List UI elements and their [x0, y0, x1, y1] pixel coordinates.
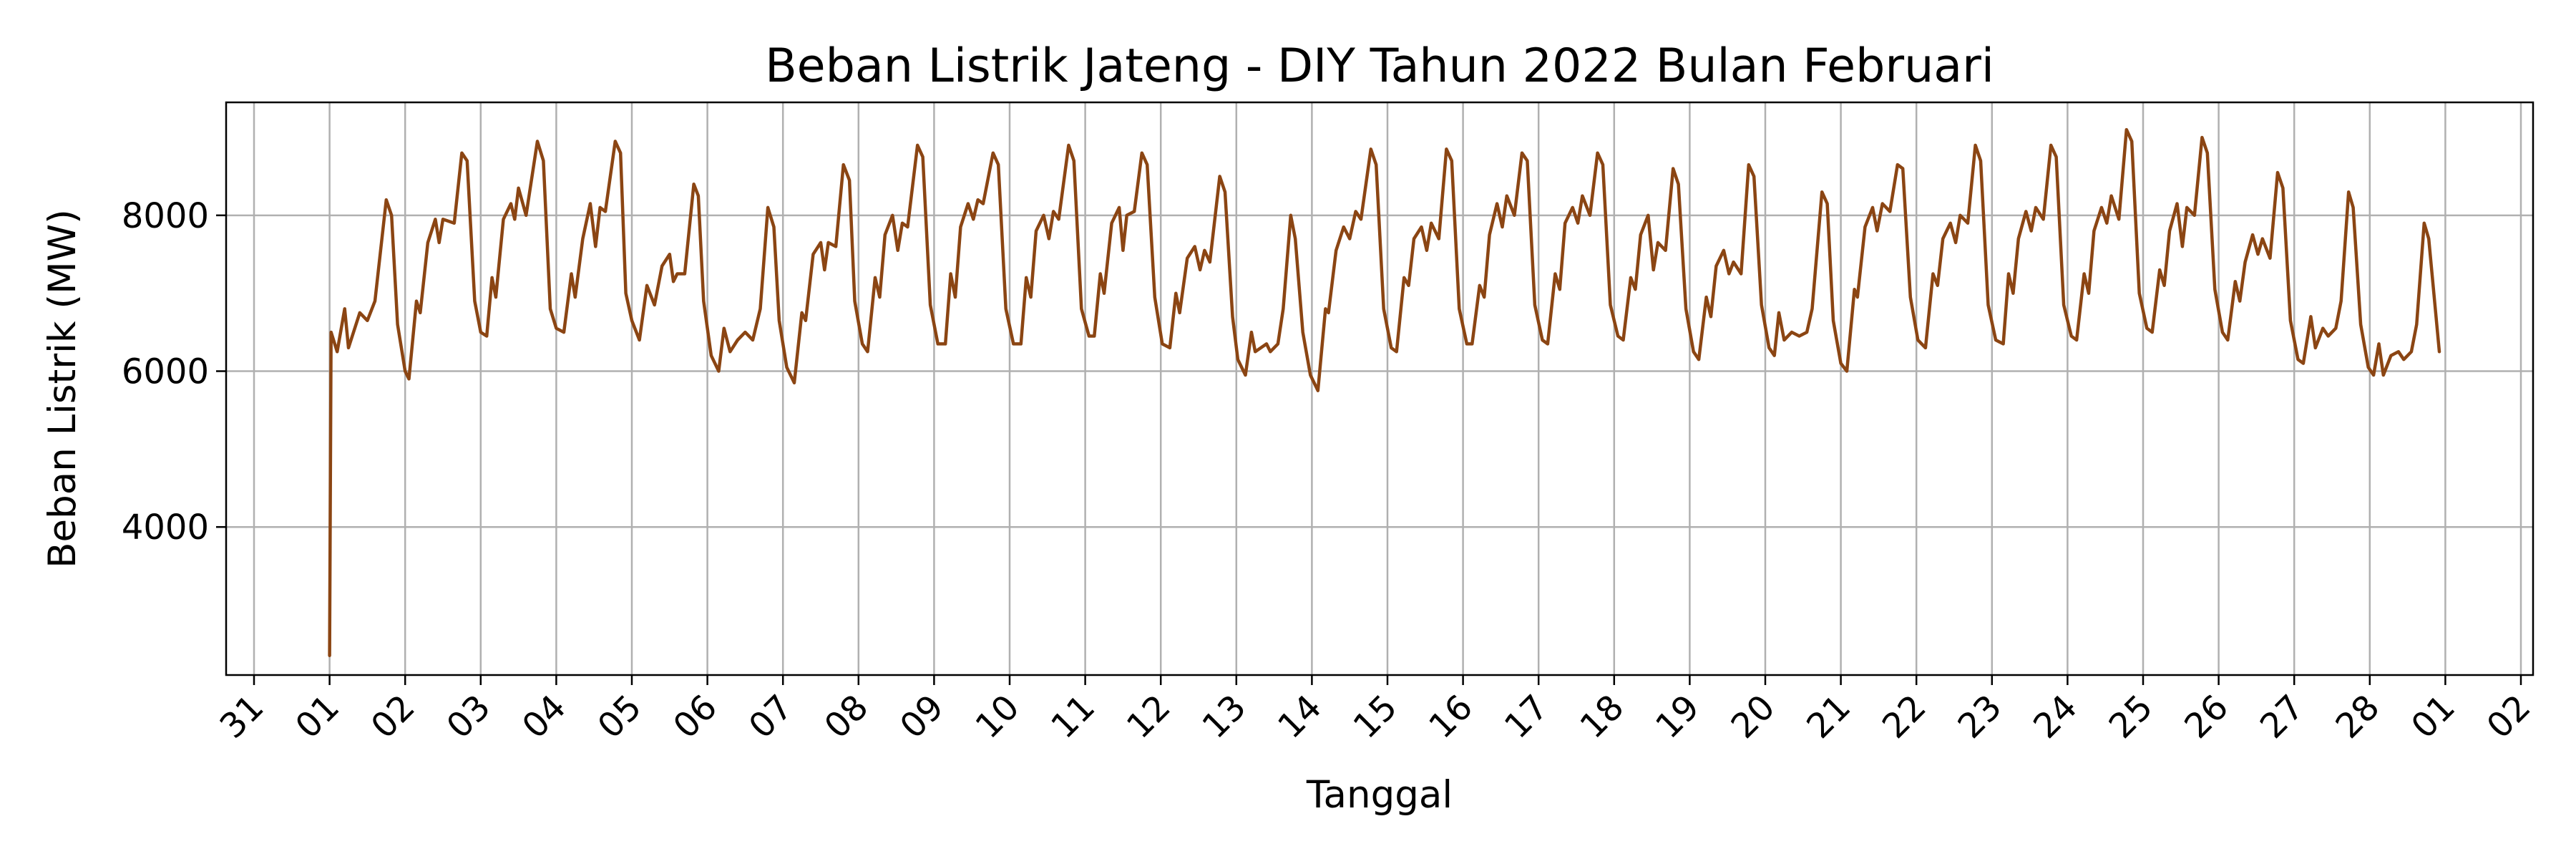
y-tick-label: 6000 [122, 352, 209, 392]
grid-layer [226, 102, 2533, 675]
plot-frame [225, 101, 2534, 676]
x-axis-label: Tanggal [1306, 773, 1453, 817]
chart-title: Beban Listrik Jateng - DIY Tahun 2022 Bu… [765, 39, 1994, 93]
series-layer [328, 127, 2441, 658]
y-axis-label: Beban Listrik (MW) [41, 209, 84, 568]
y-tick-label: 8000 [122, 196, 209, 236]
series-line [328, 127, 2441, 658]
y-tick-label: 4000 [122, 508, 209, 548]
